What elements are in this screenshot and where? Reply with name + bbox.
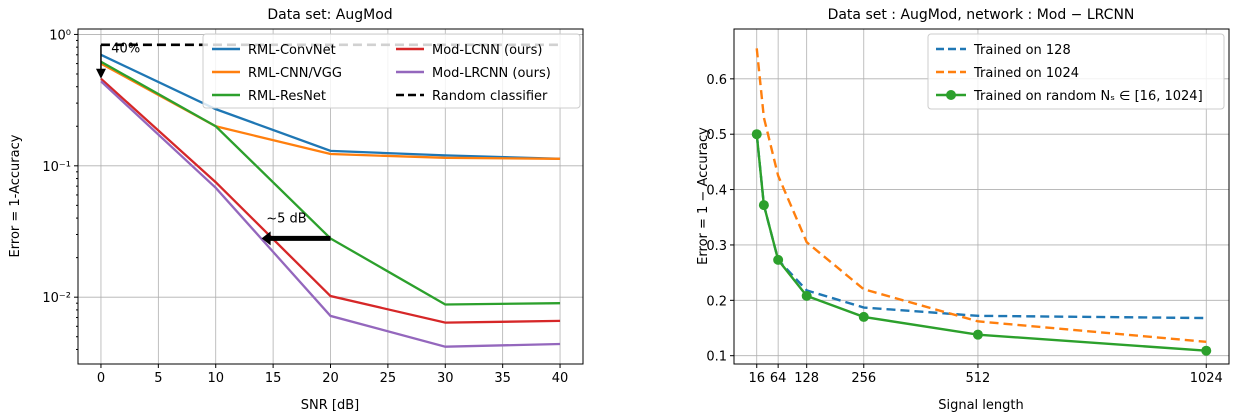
right-chart-title: Data set : AugMod, network : Mod − LRCNN (828, 7, 1135, 23)
signal-length-chart: Data set : AugMod, network : Mod − LRCNN… (696, 7, 1230, 413)
left-y-tick-label: 10⁰ (49, 28, 71, 43)
right-x-tick-label: 16 (748, 371, 765, 386)
right-series-group (751, 48, 1212, 356)
left-x-tick-label: 35 (494, 371, 511, 386)
right-series-point (758, 200, 769, 211)
right-legend-label-trained-on-128: Trained on 128 (973, 43, 1071, 58)
right-legend-label-trained-on-1024: Trained on 1024 (973, 66, 1079, 81)
left-legend-label-mod-lcnn-ours: Mod-LCNN (ours) (432, 43, 542, 58)
left-x-tick-label: 10 (207, 371, 224, 386)
right-series-point (801, 290, 812, 301)
left-x-axis-label: SNR [dB] (301, 398, 359, 413)
left-x-tick-label: 5 (154, 371, 162, 386)
annotation-5db-label: ~5 dB (266, 212, 306, 227)
right-x-tick-label: 1024 (1190, 371, 1223, 386)
annotation-40pct-label: 40% (111, 41, 140, 56)
left-legend-label-rml-convnet: RML-ConvNet (248, 43, 336, 58)
snr-error-chart: Data set: AugMod 40% ~5 dB 0 5 10 15 20 25 30 35… (8, 7, 584, 413)
right-y-tick-label: 0.1 (706, 350, 727, 365)
right-plot-frame (733, 28, 1230, 365)
annotation-5db-arrowhead (261, 231, 271, 246)
left-legend-label-rml-cnn-vgg: RML-CNN/VGG (248, 66, 342, 81)
left-legend-label-random-classifier: Random classifier (432, 89, 548, 104)
right-x-ticks: 16 64 128 256 512 1024 (748, 364, 1223, 386)
right-y-tick-label: 0.2 (706, 294, 727, 309)
left-series-line-mod-lcnn-ours (100, 77, 561, 324)
left-x-tick-label: 25 (380, 371, 397, 386)
right-legend-marker (946, 90, 956, 100)
annotation-40pct-arrowhead (95, 68, 106, 79)
right-series-point (1201, 345, 1212, 356)
right-series-point (858, 311, 869, 322)
left-x-tick-label: 15 (265, 371, 282, 386)
left-legend-box (202, 33, 581, 109)
left-series-line-mod-lrcnn-ours (100, 80, 561, 348)
right-legend-label-trained-on-random-n-16-1024: Trained on random Nₛ ∈ [16, 1024] (973, 89, 1203, 104)
right-series-point (751, 129, 762, 140)
left-y-tick-label: 10⁻¹ (42, 160, 71, 175)
right-y-tick-label: 0.6 (706, 73, 727, 88)
left-annotations: 40% ~5 dB (95, 41, 331, 246)
left-x-ticks: 0 5 10 15 20 25 30 35 40 (97, 364, 569, 386)
left-series-line-rml-convnet (100, 53, 561, 160)
right-y-tick-label: 0.4 (706, 184, 727, 199)
left-x-tick-label: 20 (322, 371, 339, 386)
right-series-point (773, 254, 784, 265)
right-x-tick-label: 256 (851, 371, 876, 386)
right-x-axis-label: Signal length (938, 398, 1024, 413)
right-legend-box (927, 33, 1225, 110)
right-legend: Trained on 128 Trained on 1024 Trained on … (927, 33, 1225, 110)
right-x-tick-label: 512 (966, 371, 991, 386)
left-legend-label-rml-resnet: RML-ResNet (248, 89, 326, 104)
left-y-axis-label: Error = 1-Accuracy (8, 134, 23, 257)
right-y-axis-label: Error = 1 − Accuracy (696, 127, 711, 265)
right-y-tick-label: 0.5 (706, 128, 727, 143)
left-legend-label-mod-lrcnn-ours: Mod-LRCNN (ours) (432, 66, 551, 81)
right-x-tick-label: 64 (770, 371, 787, 386)
right-series-line-trained-on-1024 (755, 48, 1207, 344)
right-x-tick-label: 128 (794, 371, 819, 386)
right-series-point (972, 329, 983, 340)
left-legend: RML-ConvNet RML-CNN/VGG RML-ResNet Mod-LCNN… (202, 33, 581, 109)
left-x-tick-label: 0 (97, 371, 105, 386)
right-y-tick-label: 0.3 (706, 239, 727, 254)
left-chart-title: Data set: AugMod (267, 7, 392, 23)
left-x-tick-label: 40 (552, 371, 569, 386)
left-y-tick-label: 10⁻² (42, 291, 71, 306)
left-y-ticks: 10⁻² 10⁻¹ 10⁰ (42, 28, 78, 350)
left-x-tick-label: 30 (437, 371, 454, 386)
right-y-ticks: 0.1 0.2 0.3 0.4 0.5 0.6 (706, 73, 734, 365)
right-series-line-trained-on-128 (755, 134, 1207, 320)
